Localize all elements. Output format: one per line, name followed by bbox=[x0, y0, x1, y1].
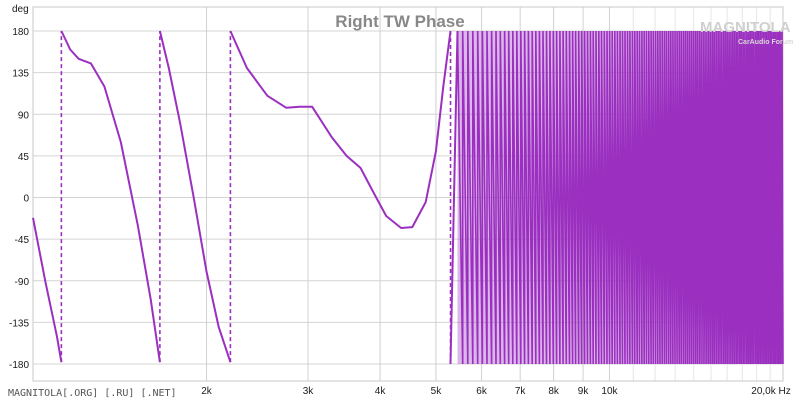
phase-curve-segment bbox=[229, 30, 452, 229]
y-tick-label: -135 bbox=[9, 318, 29, 329]
x-tick-label: 8k bbox=[548, 386, 560, 397]
phase-series bbox=[32, 30, 784, 365]
watermark-logo: MAGNITOLA bbox=[700, 19, 791, 36]
watermark-logo-sub: CarAudio Forum bbox=[738, 39, 793, 46]
y-tick-label: -45 bbox=[15, 235, 30, 246]
y-tick-label: -180 bbox=[9, 360, 29, 371]
x-tick-label: 3k bbox=[303, 386, 315, 397]
phase-curve-segment bbox=[158, 30, 232, 363]
phase-dense-fill bbox=[457, 31, 783, 364]
x-tick-label: 4k bbox=[375, 386, 387, 397]
x-tick-label: 6k bbox=[476, 386, 488, 397]
x-tick-label: 20,0k Hz bbox=[751, 386, 790, 397]
x-tick-label: 7k bbox=[515, 386, 527, 397]
y-tick-label: 90 bbox=[18, 110, 30, 121]
phase-dense-wrap bbox=[456, 30, 784, 365]
y-tick-label: -90 bbox=[15, 277, 30, 288]
y-tick-label: 0 bbox=[23, 194, 29, 205]
y-tick-label: 45 bbox=[18, 152, 30, 163]
axis-ticks: 180 135 90 45 0 -45 -90 -135 -180 2k 3k 4k 5k 6k 7k 8k 9… bbox=[9, 27, 791, 397]
phase-curve-segment bbox=[60, 30, 161, 363]
phase-curve-segment bbox=[32, 217, 63, 363]
phase-curve-segment bbox=[449, 30, 459, 365]
x-tick-label: 2k bbox=[201, 386, 213, 397]
x-tick-label: 10k bbox=[601, 386, 618, 397]
y-tick-label: 180 bbox=[12, 27, 29, 38]
footer-text: MAGNITOLA[.ORG] [.RU] [.NET] bbox=[8, 388, 177, 399]
chart-title: Right TW Phase bbox=[335, 12, 464, 31]
x-tick-label: 9k bbox=[578, 386, 590, 397]
y-tick-label: 135 bbox=[12, 69, 29, 80]
x-tick-label: 5k bbox=[431, 386, 443, 397]
y-axis-unit: deg bbox=[12, 4, 29, 15]
